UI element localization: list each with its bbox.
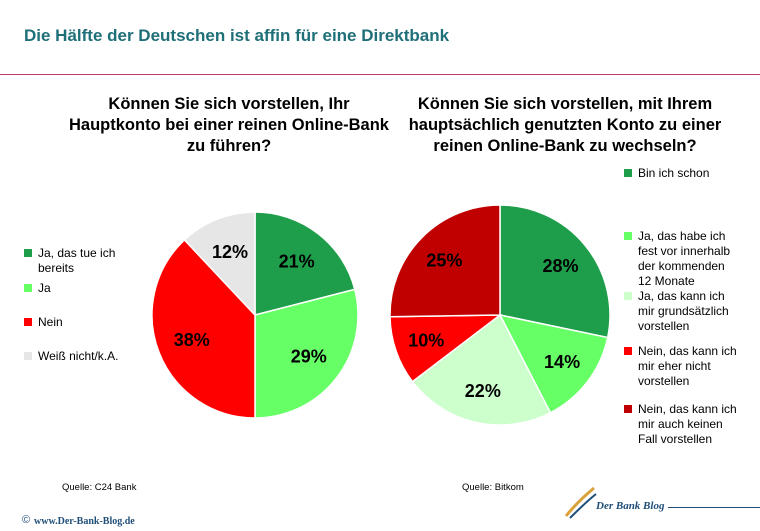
pie-data-label: 25%: [426, 250, 462, 270]
chart-left-title-line: zu führen?: [186, 137, 272, 155]
footer-url[interactable]: www.Der-Bank-Blog.de: [34, 516, 135, 527]
legend-item: Nein, das kann ich mir eher nicht vorstell…: [624, 344, 737, 389]
page-title: Die Hälfte der Deutschen ist affin für e…: [24, 26, 450, 45]
chart-right-title-line: reinen Online-Bank zu wechseln?: [433, 137, 697, 155]
legend-item: Ja, das kann ich mir grundsätzlich vorstel…: [624, 289, 729, 334]
pie-slice: [499, 204, 611, 339]
pie-data-label: 12%: [212, 242, 248, 262]
pie-slice: [254, 211, 356, 316]
chart-right-title-line: Können Sie sich vorstellen, mit Ihrem: [417, 95, 713, 113]
legend-item: Weiß nicht/k.A.: [24, 349, 118, 364]
chart-left-title-line: Können Sie sich vorstellen, Ihr: [108, 95, 350, 113]
pie-data-label: 21%: [279, 251, 315, 271]
legend-label: Nein, das kann ich mir eher nicht vorstell…: [638, 344, 737, 388]
legend-item: Nein, das kann ich mir auch keinen Fall vo…: [624, 402, 737, 447]
legend-swatch: [24, 318, 32, 326]
legend-label: Nein, das kann ich mir auch keinen Fall vo…: [638, 402, 737, 446]
legend-label: Ja, das kann ich mir grundsätzlich vorstel…: [638, 289, 729, 333]
pie-slice: [389, 204, 501, 318]
pie-data-label: 38%: [174, 330, 210, 350]
chart-right-pie: 28% 14% 22% 10% 25%: [389, 204, 611, 426]
copyright-symbol: ©: [22, 514, 31, 526]
legend-label: Weiß nicht/k.A.: [38, 349, 119, 363]
chart-right-title: Können Sie sich vorstellen, mit Ihrem ha…: [380, 94, 750, 157]
legend-label: Ja, das habe ich fest vor innerhalb der ko…: [638, 229, 731, 288]
legend-swatch: [624, 292, 632, 300]
legend-item: Ja, das tue ich bereits: [24, 246, 115, 276]
legend-swatch: [24, 284, 32, 292]
legend-swatch: [624, 347, 632, 355]
chart-right-legend: Bin ich schon Ja, das habe ich fest vor i…: [624, 166, 760, 456]
title-divider: [0, 74, 760, 75]
legend-item: Nein: [24, 315, 63, 330]
chart-left-title: Können Sie sich vorstellen, Ihr Hauptkon…: [44, 94, 414, 157]
legend-item: Bin ich schon: [624, 166, 709, 181]
legend-label: Nein: [38, 315, 63, 329]
legend-swatch: [624, 232, 632, 240]
chart-left-title-line: Hauptkonto bei einer reinen Online-Bank: [69, 116, 389, 134]
chart-left-pie: 21% 29% 38% 12%: [151, 211, 359, 419]
pie-data-label: 29%: [291, 347, 327, 367]
pie-slice: [498, 313, 609, 414]
pie-slice: [183, 211, 256, 317]
pie-slice: [411, 313, 552, 426]
pie-data-label: 10%: [408, 331, 444, 351]
legend-swatch: [624, 169, 632, 177]
chart-left-source: Quelle: C24 Bank: [62, 482, 137, 493]
blog-logo-icon: [564, 486, 597, 519]
chart-right-title-line: hauptsächlich genutzten Konto zu einer: [408, 116, 722, 134]
pie-slice: [151, 238, 256, 419]
legend-label: Bin ich schon: [638, 166, 710, 180]
blog-logo: Der Bank Blog: [596, 500, 665, 512]
legend-label: Ja: [38, 281, 51, 295]
pie-data-label: 14%: [544, 352, 580, 372]
legend-swatch: [624, 405, 632, 413]
legend-swatch: [24, 352, 32, 360]
footer-rule: [668, 507, 760, 508]
legend-label: Ja, das tue ich bereits: [38, 246, 116, 275]
chart-right-source: Quelle: Bitkom: [462, 482, 524, 493]
pie-slice: [254, 288, 359, 419]
pie-data-label: 28%: [543, 256, 579, 276]
legend-swatch: [24, 249, 32, 257]
chart-left-legend: Ja, das tue ich bereits Ja Nein Weiß nich…: [24, 246, 154, 376]
legend-item: Ja: [24, 281, 51, 296]
pie-data-label: 22%: [465, 381, 501, 401]
legend-item: Ja, das habe ich fest vor innerhalb der ko…: [624, 229, 730, 289]
